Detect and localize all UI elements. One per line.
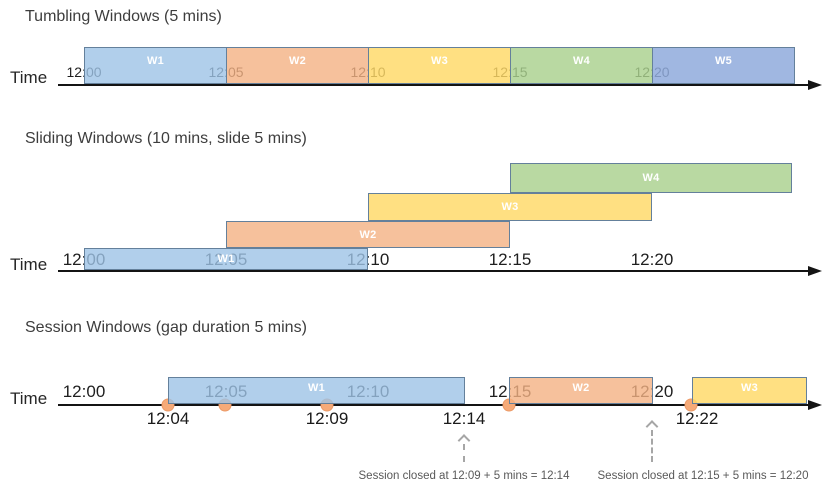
tumbling-window-w2: W2 [226,47,369,84]
tumbling-window-w3: W3 [368,47,511,84]
session-tick-1200: 12:00 [62,382,106,401]
sliding-w1-label: W1 [217,253,235,265]
tumbling-w5-label: W5 [714,55,733,67]
tumbling-timeline-arrow-icon [808,80,822,90]
sliding-timeline [58,270,808,272]
tumbling-window-w4: W4 [510,47,653,84]
session-window-w2: W2 [509,377,653,404]
tumbling-timeline [58,84,808,86]
session-close-arrow-stem-right [651,430,653,462]
session-close-arrow-stem-left [463,444,465,462]
session-w1-label: W1 [307,381,326,394]
session-time-axis-label: Time [10,389,48,408]
tumbling-time-axis-label: Time [10,68,48,87]
session-close-note-left: Session closed at 12:09 + 5 mins = 12:14 [358,470,570,482]
sliding-window-w1: W1 [84,248,368,270]
sliding-tick-1220: 12:20 [630,250,674,269]
sliding-w4-label: W4 [642,172,660,184]
sliding-title: Sliding Windows (10 mins, slide 5 mins) [25,130,307,147]
sliding-tick-1215: 12:15 [488,250,532,269]
tumbling-w4-label: W4 [572,55,591,67]
session-timeline [58,404,808,406]
session-title: Session Windows (gap duration 5 mins) [25,319,307,336]
tumbling-w2-label: W2 [288,55,307,67]
tumbling-w3-label: W3 [430,55,449,67]
event-label-1209: 12:09 [305,409,349,428]
sliding-w3-label: W3 [501,201,519,213]
session-timeline-arrow-icon [808,400,822,410]
sliding-window-w3: W3 [368,193,652,221]
session-window-w1: W1 [168,377,465,404]
event-label-1214: 12:14 [442,409,486,428]
tumbling-window-w1: W1 [84,47,227,84]
event-label-1204: 12:04 [146,409,190,428]
tumbling-w1-label: W1 [146,55,165,67]
session-w3-label: W3 [740,381,759,394]
sliding-timeline-arrow-icon [808,266,822,276]
sliding-w2-label: W2 [359,228,377,241]
tumbling-window-w5: W5 [652,47,795,84]
session-w2-label: W2 [572,381,590,394]
sliding-time-axis-label: Time [10,255,48,274]
session-close-note-right: Session closed at 12:15 + 5 mins = 12:20 [597,470,809,482]
tumbling-title: Tumbling Windows (5 mins) [25,8,222,25]
sliding-window-w4: W4 [510,163,792,193]
sliding-window-w2: W2 [226,221,510,248]
session-window-w3: W3 [692,377,807,404]
event-label-1222: 12:22 [675,409,719,428]
